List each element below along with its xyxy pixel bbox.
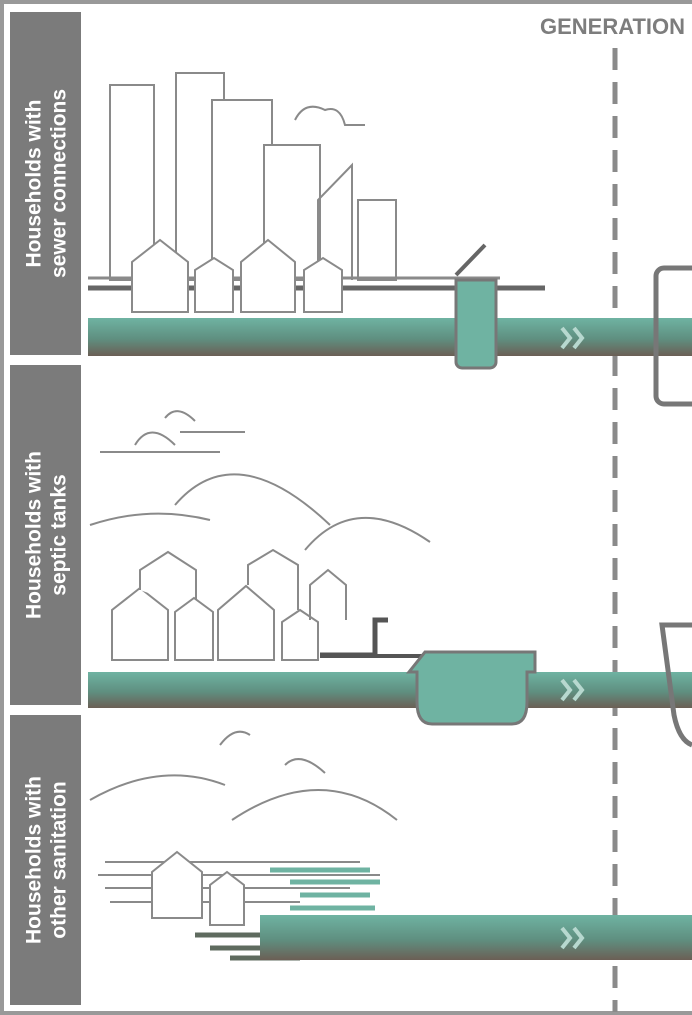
row-label: Households with xyxy=(23,100,46,268)
city-illustration xyxy=(88,73,692,404)
row-label: septic tanks xyxy=(48,474,71,595)
row-label: Households with xyxy=(23,451,46,619)
row-label: sewer connections xyxy=(48,89,71,278)
stage-title: GENERATION xyxy=(540,14,685,39)
diagram: GENERATION Households withsewer connecti… xyxy=(0,0,692,1015)
row-label: Households with xyxy=(23,776,46,944)
row-label: other sanitation xyxy=(48,781,71,939)
other-illustration xyxy=(90,732,692,960)
septic-illustration xyxy=(88,411,692,745)
